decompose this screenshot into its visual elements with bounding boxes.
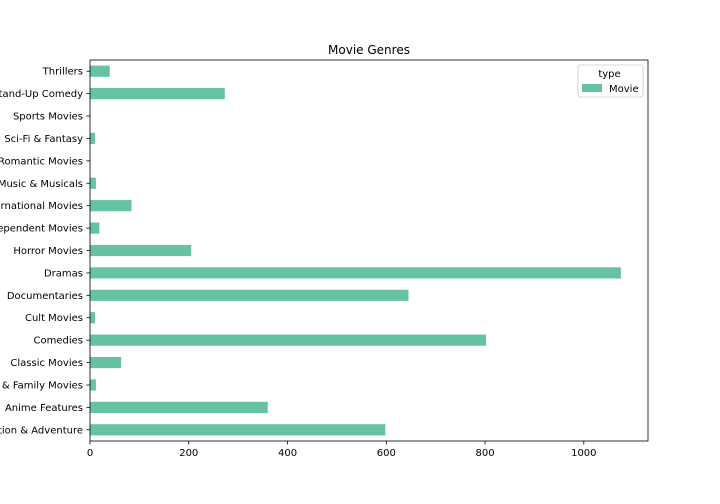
y-tick-label: International Movies <box>0 201 83 212</box>
y-tick-label: Music & Musicals <box>0 179 83 190</box>
bar-dramas <box>90 267 621 279</box>
bars-group <box>90 65 621 436</box>
bar-comedies <box>90 334 487 346</box>
y-tick-label: Comedies <box>34 336 83 347</box>
x-tick-label: 1000 <box>571 448 596 459</box>
x-axis: 0 200 400 600 800 1000 <box>87 441 597 459</box>
y-tick-label: Romantic Movies <box>0 156 83 167</box>
y-tick-label: Dramas <box>44 268 83 279</box>
x-tick-label: 400 <box>278 448 297 459</box>
y-tick-label: Classic Movies <box>10 358 83 369</box>
bar-sci-fi-fantasy <box>90 132 95 145</box>
y-tick-label: Cult Movies <box>25 313 83 324</box>
y-tick-label: Action & Adventure <box>0 425 83 436</box>
legend-swatch-movie <box>582 84 602 92</box>
legend-label-movie: Movie <box>609 84 639 95</box>
bar-classic-movies <box>90 356 122 369</box>
bar-action-adventure <box>90 424 386 436</box>
bar-anime-features <box>90 401 268 413</box>
y-tick-label: Sci-Fi & Fantasy <box>4 134 83 145</box>
y-tick-label: Documentaries <box>7 291 83 302</box>
y-tick-label: Horror Movies <box>13 246 83 257</box>
bar-music-musicals <box>90 177 96 189</box>
bar-horror-movies <box>90 244 192 257</box>
x-tick-label: 800 <box>475 448 494 459</box>
bar-international-movies <box>90 200 132 212</box>
chart-title: Movie Genres <box>328 43 410 57</box>
bar-documentaries <box>90 289 409 301</box>
x-tick-label: 0 <box>87 448 93 459</box>
bar-thrillers <box>90 65 110 77</box>
y-tick-label: Thrillers <box>42 67 83 78</box>
y-tick-label: Stand-Up Comedy <box>0 89 83 100</box>
x-tick-label: 600 <box>377 448 396 459</box>
bar-cult-movies <box>90 312 95 324</box>
plot-frame <box>89 59 649 442</box>
x-tick-label: 200 <box>179 448 198 459</box>
y-tick-label: Sports Movies <box>13 112 83 123</box>
y-axis: Action & Adventure Anime Features Children… <box>0 67 90 436</box>
y-tick-label: Anime Features <box>5 403 83 414</box>
bar-independent-movies <box>90 222 100 234</box>
legend-title: type <box>598 69 620 80</box>
y-tick-label: Independent Movies <box>0 224 83 235</box>
legend: type Movie <box>577 64 644 98</box>
bar-children-family-movies <box>90 379 96 391</box>
bar-stand-up-comedy <box>90 88 225 100</box>
y-tick-label: Children & Family Movies <box>0 380 83 391</box>
